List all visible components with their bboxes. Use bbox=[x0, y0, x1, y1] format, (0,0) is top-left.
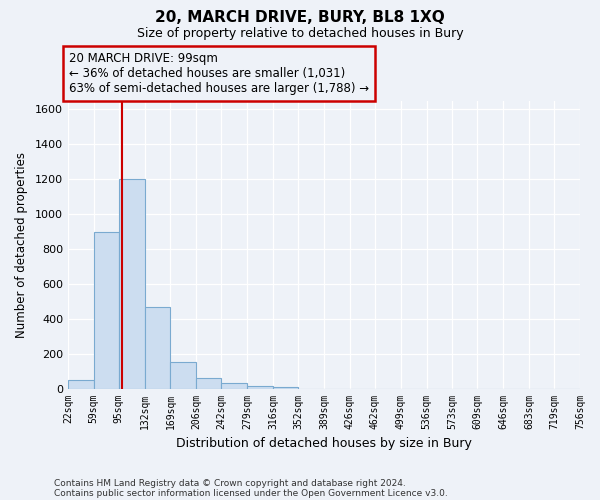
Bar bbox=[145, 306, 170, 388]
Bar bbox=[196, 378, 221, 388]
Text: 20 MARCH DRIVE: 99sqm
← 36% of detached houses are smaller (1,031)
63% of semi-d: 20 MARCH DRIVE: 99sqm ← 36% of detached … bbox=[68, 52, 369, 95]
Bar bbox=[273, 387, 298, 388]
Bar bbox=[94, 232, 119, 388]
Text: Contains HM Land Registry data © Crown copyright and database right 2024.: Contains HM Land Registry data © Crown c… bbox=[54, 478, 406, 488]
Bar bbox=[247, 386, 273, 388]
Bar bbox=[68, 380, 94, 388]
Bar bbox=[221, 384, 247, 388]
Text: Contains public sector information licensed under the Open Government Licence v3: Contains public sector information licen… bbox=[54, 488, 448, 498]
Bar bbox=[119, 179, 145, 388]
Text: 20, MARCH DRIVE, BURY, BL8 1XQ: 20, MARCH DRIVE, BURY, BL8 1XQ bbox=[155, 10, 445, 25]
Text: Size of property relative to detached houses in Bury: Size of property relative to detached ho… bbox=[137, 28, 463, 40]
Bar bbox=[170, 362, 196, 388]
X-axis label: Distribution of detached houses by size in Bury: Distribution of detached houses by size … bbox=[176, 437, 472, 450]
Y-axis label: Number of detached properties: Number of detached properties bbox=[15, 152, 28, 338]
